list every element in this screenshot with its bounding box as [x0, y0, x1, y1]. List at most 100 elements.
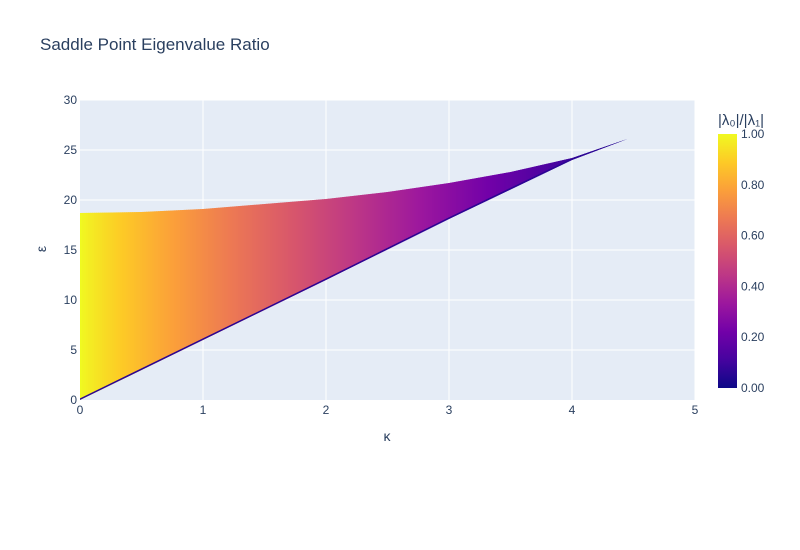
heat-cell [168, 139, 171, 400]
y-tick-label: 25 [64, 143, 78, 157]
heat-cell [272, 139, 275, 400]
heat-cell [256, 139, 259, 400]
heat-cell [154, 139, 157, 400]
heat-cell [140, 139, 143, 400]
heat-cell [296, 139, 299, 400]
heat-cell [298, 139, 301, 400]
heat-cell [278, 139, 281, 400]
heat-cell [134, 139, 137, 400]
heat-cell [226, 139, 229, 400]
heat-cell [122, 139, 125, 400]
y-tick-label: 5 [70, 343, 77, 357]
heat-cell [108, 139, 111, 400]
heat-cell [246, 139, 249, 400]
heat-cell [150, 139, 153, 400]
heat-cell [128, 139, 131, 400]
y-tick-label: 30 [64, 93, 78, 107]
heat-cell [166, 139, 169, 400]
colorbar-tick-label: 1.00 [741, 127, 765, 141]
colorbar-tick-label: 0.40 [741, 279, 765, 293]
heat-cell [330, 139, 333, 400]
heat-cell [116, 139, 119, 400]
heat-cell [188, 139, 191, 400]
heat-cell [252, 139, 255, 400]
heat-cell [100, 139, 103, 400]
heat-cell [124, 139, 127, 400]
heat-cell [112, 139, 115, 400]
heat-cell [180, 139, 183, 400]
heat-cell [84, 139, 87, 400]
heat-cell [98, 139, 101, 400]
heat-cell [104, 139, 107, 400]
heat-cell [292, 139, 295, 400]
heat-cell [282, 139, 285, 400]
heat-cell [102, 139, 105, 400]
heat-cell [160, 139, 163, 400]
heat-cell [304, 139, 307, 400]
heat-cell [138, 139, 141, 400]
heat-cell [162, 139, 165, 400]
heat-cell [206, 139, 209, 400]
heat-cell [184, 139, 187, 400]
heat-cell [328, 139, 331, 400]
x-axis-ticks: 0 1 2 3 4 5 [77, 403, 699, 417]
heat-cell [210, 139, 213, 400]
heat-cell [224, 139, 227, 400]
x-tick-label: 2 [323, 403, 330, 417]
heat-cell [302, 139, 305, 400]
heat-cell [136, 139, 139, 400]
heat-cell [266, 139, 269, 400]
heat-cell [164, 139, 167, 400]
x-tick-label: 1 [200, 403, 207, 417]
heat-cell [118, 139, 121, 400]
heat-cell [146, 139, 149, 400]
heat-cell [320, 139, 323, 400]
heat-cell [216, 139, 219, 400]
heat-cell [270, 139, 273, 400]
heat-cell [288, 139, 291, 400]
heat-cell [144, 139, 147, 400]
y-tick-label: 20 [64, 193, 78, 207]
heat-cell [294, 139, 297, 400]
heat-cell [336, 139, 339, 400]
heat-cell [92, 139, 95, 400]
heat-cell [192, 139, 195, 400]
y-axis-ticks: 0 5 10 15 20 25 30 [64, 93, 78, 407]
heat-cell [340, 139, 343, 400]
heat-cell [220, 139, 223, 400]
heat-cell [96, 139, 99, 400]
x-axis-label: κ [384, 428, 392, 444]
colorbar [718, 134, 737, 388]
heat-cell [114, 139, 117, 400]
heat-cell [196, 139, 199, 400]
heat-cell [318, 139, 321, 400]
heat-cell [178, 139, 181, 400]
heat-cell [94, 139, 97, 400]
heat-cell [262, 139, 265, 400]
heat-cell [274, 139, 277, 400]
heat-cell [212, 139, 215, 400]
heat-cell [194, 139, 197, 400]
heat-cell [80, 139, 83, 400]
heat-cell [110, 139, 113, 400]
colorbar-title: |λ₀|/|λ₁| [718, 112, 764, 129]
heat-cell [240, 139, 243, 400]
heat-cell [250, 139, 253, 400]
heat-cell [214, 139, 217, 400]
heat-cell [190, 139, 193, 400]
heat-cell [228, 139, 231, 400]
colorbar-ticks: 0.00 0.20 0.40 0.60 0.80 1.00 [741, 127, 765, 395]
heat-cell [326, 139, 329, 400]
chart-title: Saddle Point Eigenvalue Ratio [40, 35, 270, 54]
heat-cell [254, 139, 257, 400]
heat-cell [208, 139, 211, 400]
x-tick-label: 3 [446, 403, 453, 417]
heat-cell [312, 139, 315, 400]
heat-cell [310, 139, 313, 400]
heat-cell [182, 139, 185, 400]
heat-cell [132, 139, 135, 400]
heat-cell [176, 139, 179, 400]
heat-cell [234, 139, 237, 400]
colorbar-tick-label: 0.20 [741, 330, 765, 344]
